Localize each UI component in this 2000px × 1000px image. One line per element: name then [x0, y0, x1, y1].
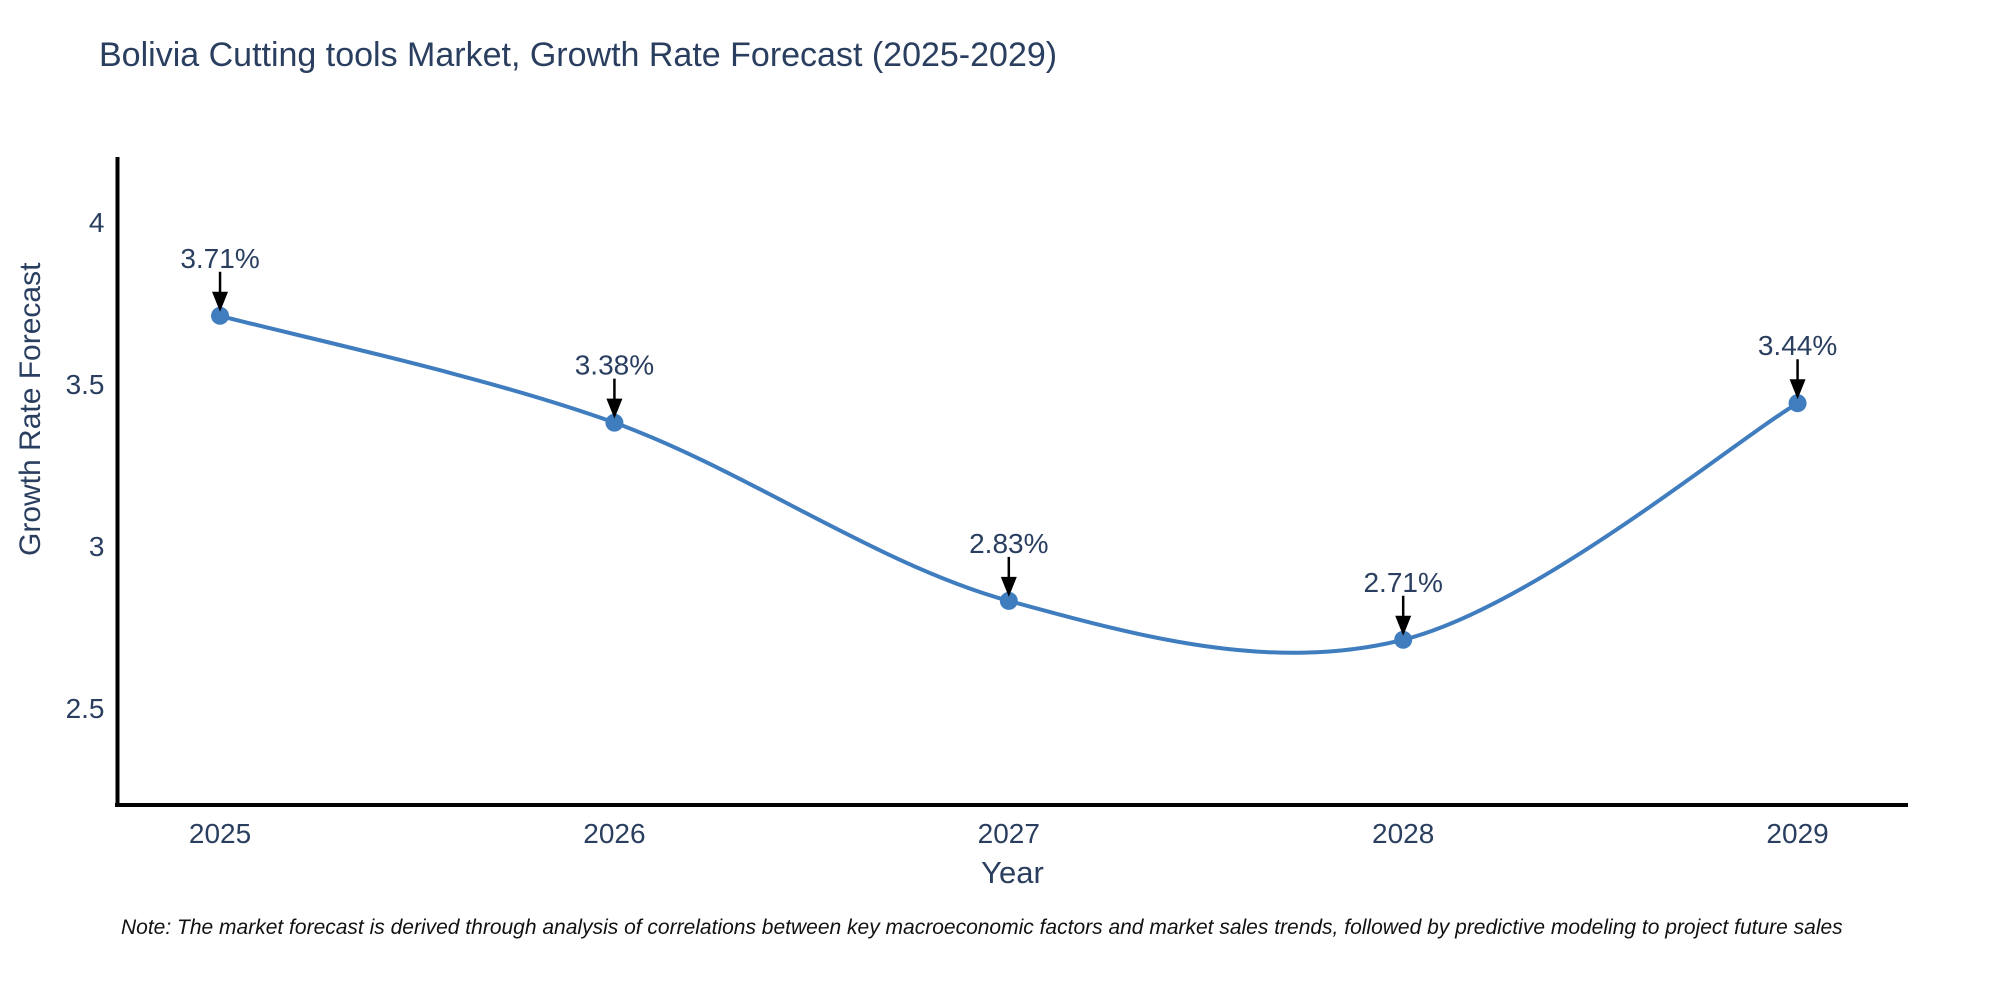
footnote: Note: The market forecast is derived thr…	[121, 916, 1843, 939]
x-tick-label: 2025	[189, 818, 251, 849]
annotation-label: 2.83%	[969, 528, 1048, 559]
data-point-marker	[605, 413, 624, 432]
data-point-marker	[1788, 394, 1807, 413]
data-point-marker	[999, 591, 1018, 610]
annotation-arrow-head-icon	[1395, 615, 1412, 636]
y-tick-label: 3.5	[66, 369, 105, 400]
x-axis-title: Year	[981, 855, 1044, 890]
annotation-label: 3.71%	[180, 243, 259, 274]
annotation-arrow-head-icon	[606, 398, 623, 419]
data-point-marker	[1394, 630, 1413, 649]
chart-title: Bolivia Cutting tools Market, Growth Rat…	[99, 36, 1058, 74]
annotation-arrow-head-icon	[1000, 576, 1017, 597]
annotation-label: 2.71%	[1363, 567, 1442, 598]
annotation-arrow-head-icon	[1789, 379, 1806, 400]
y-tick-label: 3	[89, 531, 105, 562]
x-tick-label: 2028	[1372, 818, 1434, 849]
y-tick-label: 4	[89, 207, 105, 238]
x-tick-label: 2026	[583, 818, 645, 849]
annotation-arrow-head-icon	[212, 291, 229, 312]
x-tick-label: 2029	[1766, 818, 1828, 849]
x-tick-label: 2027	[978, 818, 1040, 849]
annotation-label: 3.38%	[575, 350, 654, 381]
data-point-marker	[211, 306, 230, 325]
y-tick-label: 2.5	[66, 693, 105, 724]
annotation-label: 3.44%	[1758, 330, 1837, 361]
